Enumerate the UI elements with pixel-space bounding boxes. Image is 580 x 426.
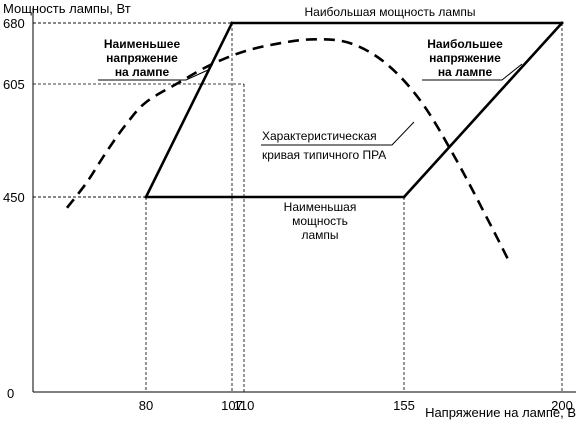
leader-ballast-curve xyxy=(261,121,415,146)
series-min-voltage xyxy=(144,21,234,199)
y-tick-label: 680 xyxy=(3,16,25,31)
x-tick-label: 107 xyxy=(221,398,243,413)
y-axis-title: Мощность лампы, Вт xyxy=(3,1,131,16)
annotation-min-power-line: мощность xyxy=(292,214,348,228)
annotation-max-voltage-line: на лампе xyxy=(438,65,493,79)
annotation-min-voltage-line: на лампе xyxy=(115,65,170,79)
leader-min-voltage xyxy=(98,69,209,81)
annotation-max-voltage-line: напряжение xyxy=(429,51,501,65)
x-tick-label: 155 xyxy=(393,398,415,413)
x-tick-label: 110 xyxy=(234,398,255,413)
annotation-min-voltage-line: Наименьшее xyxy=(104,37,181,51)
annotation-max-voltage-line: Наибольшее xyxy=(427,37,503,51)
x-axis-title: Напряжение на лампе, В xyxy=(425,405,576,420)
annotation-min-power-line: лампы xyxy=(301,228,338,242)
annotation-min-power-line: Наименьшая xyxy=(284,200,357,214)
x-tick-label: 80 xyxy=(139,398,153,413)
series-ballast-curve xyxy=(65,37,511,263)
y-tick-label: 605 xyxy=(3,77,25,92)
annotation-max-power-line: Наибольшая мощность лампы xyxy=(305,5,476,19)
annotation-ballast-curve-line: кривая типичного ПРА xyxy=(262,148,386,162)
annotation-min-voltage-line: напряжение xyxy=(106,51,178,65)
leader-max-voltage xyxy=(422,63,523,81)
y-tick-label: 450 xyxy=(3,190,25,205)
x-tick-label: 200 xyxy=(551,398,573,413)
annotation-ballast-curve-line: Характеристическая xyxy=(262,129,377,143)
series-max-voltage xyxy=(402,21,564,199)
origin-label: 0 xyxy=(7,386,14,401)
